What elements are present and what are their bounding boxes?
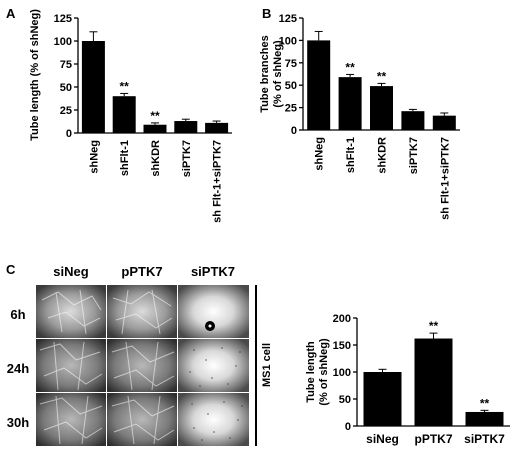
bar-shflt-1 xyxy=(338,77,362,130)
bar-siptk7 xyxy=(465,411,504,426)
y-tick-label: 125 xyxy=(54,13,72,25)
y-tick-label: 50 xyxy=(285,80,297,92)
y-tick-label: 25 xyxy=(60,105,72,117)
y-tick-label: 150 xyxy=(333,340,351,352)
bar-shkdr xyxy=(143,124,167,133)
y-axis-label-b: Tube branches(% of shNeg) xyxy=(259,35,284,112)
y-tick-label: 125 xyxy=(279,13,297,25)
micrograph-sineg-24h xyxy=(36,339,106,392)
bar-shflt-1 xyxy=(112,96,136,133)
y-tick-label: 0 xyxy=(66,128,72,140)
panel-label-c: C xyxy=(6,262,16,277)
category-label-siptk7: siPTK7 xyxy=(408,137,420,174)
category-label-shflt-1: shFlt-1 xyxy=(119,140,131,176)
y-tick-label: 0 xyxy=(291,125,297,137)
significance-marker: ** xyxy=(429,319,439,333)
category-label-sh-flt-1-siptk7: sh Flt-1+siPTK7 xyxy=(212,140,224,223)
bar-shneg xyxy=(307,40,331,130)
y-tick-label: 100 xyxy=(54,36,72,48)
bar-siptk7 xyxy=(401,111,425,130)
y-axis-label-a: Tube length (% of shNeg) xyxy=(29,9,41,141)
significance-marker: ** xyxy=(480,396,490,410)
significance-marker: ** xyxy=(150,109,160,123)
micrograph-siptk7-30h xyxy=(178,393,249,446)
panel-label-a: A xyxy=(6,6,16,21)
significance-marker: ** xyxy=(120,79,130,93)
tube-network-texture xyxy=(39,289,175,445)
micrograph-column-siptk7: siPTK7 xyxy=(191,264,235,279)
chart-c: 0 50 100 150 200 Tube length(% of shNeg) siNeg… xyxy=(305,313,510,446)
bar-pptk7 xyxy=(414,338,453,426)
category-label-sineg: siNeg xyxy=(366,432,399,446)
y-tick-label: 100 xyxy=(279,35,297,47)
chart-a: 0 25 50 75 100 125 Tube length (% of shNeg) shN… xyxy=(29,9,232,223)
micrograph-row-24h: 24h xyxy=(7,361,29,376)
significance-marker: ** xyxy=(377,69,387,83)
micrograph-grid: siNeg pPTK7 siPTK7 6h 24h 30h xyxy=(7,264,273,446)
micrograph-pptk7-6h xyxy=(107,285,177,338)
bar-shneg xyxy=(81,41,105,133)
bar-siptk7 xyxy=(174,121,198,133)
y-tick-label: 200 xyxy=(333,313,351,325)
y-tick-label: 0 xyxy=(345,421,351,433)
micrograph-row-6h: 6h xyxy=(10,307,25,322)
bar-sh-flt-1-siptk7 xyxy=(432,115,456,130)
category-label-shflt-1: shFlt-1 xyxy=(345,137,357,173)
y-tick-label: 50 xyxy=(339,394,351,406)
category-label-shneg: shNeg xyxy=(88,140,100,174)
y-tick-label: 50 xyxy=(60,82,72,94)
category-label-shkdr: shKDR xyxy=(377,137,389,174)
category-label-shkdr: shKDR xyxy=(150,140,162,177)
chart-b: 0 25 50 75 100 125 Tube branches(% of shNeg) sh… xyxy=(259,13,460,220)
panel-label-b: B xyxy=(262,6,271,21)
micrograph-pptk7-30h xyxy=(107,393,177,446)
bar-sh-flt-1-siptk7 xyxy=(205,122,229,133)
category-label-shneg: shNeg xyxy=(314,137,326,171)
y-axis-label-c: Tube length(% of shNeg) xyxy=(305,338,330,406)
category-label-siptk7: siPTK7 xyxy=(464,432,505,446)
micrograph-siptk7-24h xyxy=(178,339,249,392)
cell-line-label: MS1 cell xyxy=(261,343,273,387)
y-tick-label: 25 xyxy=(285,103,297,115)
micrograph-siptk7-6h xyxy=(178,285,249,338)
scattered-cells-texture xyxy=(189,347,243,441)
category-label-pptk7: pPTK7 xyxy=(414,432,452,446)
y-tick-label: 75 xyxy=(285,58,297,70)
micrograph-row-30h: 30h xyxy=(7,415,29,430)
category-label-sh-flt-1-siptk7: sh Flt-1+siPTK7 xyxy=(439,137,451,220)
micrograph-column-sineg: siNeg xyxy=(53,264,88,279)
micrograph-sineg-30h xyxy=(36,393,106,446)
bar-shkdr xyxy=(370,86,393,130)
significance-marker: ** xyxy=(345,60,355,74)
micrograph-sineg-6h xyxy=(36,285,106,338)
category-label-siptk7: siPTK7 xyxy=(181,140,193,177)
y-tick-label: 75 xyxy=(60,59,72,71)
y-tick-label: 100 xyxy=(333,367,351,379)
bar-sineg xyxy=(363,372,402,426)
micrograph-column-pptk7: pPTK7 xyxy=(121,264,162,279)
micrograph-pptk7-24h xyxy=(107,339,177,392)
